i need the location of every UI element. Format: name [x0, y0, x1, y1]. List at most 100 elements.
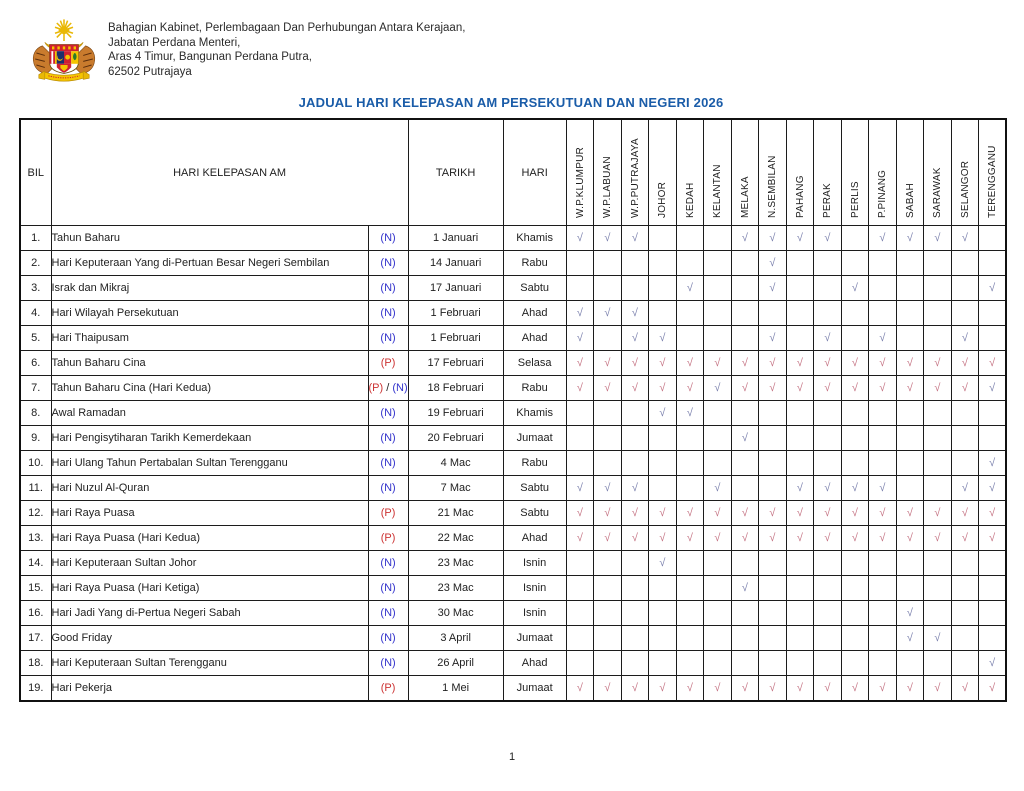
- check-icon: √: [769, 257, 776, 269]
- state-cell: [758, 600, 787, 626]
- bil-cell: 14.: [19, 550, 52, 576]
- state-label: KEDAH: [684, 182, 696, 218]
- col-header-state-sabah: SABAH: [895, 118, 925, 226]
- state-cell: √: [703, 350, 732, 376]
- state-cell: [840, 600, 870, 626]
- state-cell: [950, 575, 980, 601]
- state-cell: [813, 300, 842, 326]
- state-cell: [868, 250, 897, 276]
- check-icon: √: [824, 482, 831, 494]
- check-icon: √: [769, 682, 776, 694]
- state-cell: √: [895, 375, 925, 401]
- check-icon: √: [604, 682, 611, 694]
- check-icon: √: [769, 232, 776, 244]
- marker-n: (N): [380, 332, 396, 344]
- check-icon: √: [714, 507, 721, 519]
- check-icon: √: [631, 382, 638, 394]
- day-cell: Sabtu: [502, 475, 567, 501]
- state-cell: √: [648, 350, 677, 376]
- state-cell: [950, 625, 980, 651]
- state-cell: √: [703, 675, 732, 702]
- check-icon: √: [686, 507, 693, 519]
- state-cell: √: [868, 325, 897, 351]
- address-line: Bahagian Kabinet, Perlembagaan Dan Perhu…: [108, 22, 466, 34]
- state-cell: [593, 400, 622, 426]
- state-cell: √: [813, 500, 842, 526]
- state-cell: [675, 600, 705, 626]
- check-icon: √: [604, 307, 611, 319]
- marker-cell: (N): [367, 325, 409, 351]
- state-cell: [868, 425, 897, 451]
- state-label: SELANGOR: [959, 160, 971, 218]
- state-cell: √: [813, 225, 842, 251]
- date-cell: 1 Februari: [407, 325, 504, 351]
- state-cell: √: [758, 275, 787, 301]
- state-cell: √: [840, 275, 870, 301]
- state-cell: [648, 300, 677, 326]
- check-icon: √: [769, 282, 776, 294]
- malaysia-coat-of-arms-logo: [32, 19, 96, 82]
- check-icon: √: [934, 632, 941, 644]
- state-cell: √: [758, 525, 787, 551]
- check-icon: √: [824, 532, 831, 544]
- state-cell: √: [648, 675, 677, 702]
- check-icon: √: [961, 482, 968, 494]
- marker-n: (N): [380, 407, 396, 419]
- state-cell: √: [620, 300, 650, 326]
- marker-cell: (N): [367, 575, 409, 601]
- check-icon: √: [604, 532, 611, 544]
- holiday-table: BIL HARI KELEPASAN AM TARIKH HARI W.P.KL…: [19, 118, 1008, 702]
- col-header-state-sarawak: SARAWAK: [923, 118, 952, 226]
- check-icon: √: [741, 682, 748, 694]
- day-cell: Rabu: [502, 250, 567, 276]
- table-row: 4. Hari Wilayah Persekutuan (N) 1 Februari A…: [19, 300, 1007, 326]
- check-icon: √: [934, 357, 941, 369]
- state-cell: √: [758, 375, 787, 401]
- holiday-name-cell: Hari Keputeraan Yang di-Pertuan Besar Ne…: [50, 250, 369, 276]
- state-cell: √: [593, 350, 622, 376]
- state-cell: [758, 450, 787, 476]
- col-header-state-p-pinang: P.PINANG: [868, 118, 897, 226]
- state-cell: √: [648, 325, 677, 351]
- state-cell: [593, 650, 622, 676]
- state-cell: √: [675, 350, 705, 376]
- check-icon: √: [879, 507, 886, 519]
- bil-cell: 13.: [19, 525, 52, 551]
- state-cell: √: [950, 475, 980, 501]
- check-icon: √: [686, 407, 693, 419]
- state-cell: √: [868, 500, 897, 526]
- state-cell: √: [565, 500, 595, 526]
- check-icon: √: [934, 382, 941, 394]
- marker-cell: (N): [367, 225, 409, 251]
- check-icon: √: [989, 282, 996, 294]
- bil-cell: 10.: [19, 450, 52, 476]
- check-icon: √: [796, 357, 803, 369]
- state-cell: √: [785, 475, 815, 501]
- day-cell: Ahad: [502, 650, 567, 676]
- marker-n: (N): [380, 232, 396, 244]
- check-icon: √: [989, 532, 996, 544]
- marker-n: (N): [380, 582, 396, 594]
- table-row: 11. Hari Nuzul Al-Quran (N) 7 Mac Sabtu √ √ √ √ √…: [19, 475, 1007, 501]
- state-cell: √: [813, 675, 842, 702]
- state-cell: √: [703, 500, 732, 526]
- marker-cell: (N): [367, 650, 409, 676]
- marker-cell: (N): [367, 625, 409, 651]
- state-cell: [923, 300, 952, 326]
- state-cell: [620, 450, 650, 476]
- state-cell: [703, 400, 732, 426]
- check-icon: √: [659, 357, 666, 369]
- marker-n: (N): [392, 382, 408, 394]
- state-cell: √: [895, 225, 925, 251]
- state-cell: [950, 400, 980, 426]
- marker-n: (N): [380, 657, 396, 669]
- state-cell: √: [620, 475, 650, 501]
- state-cell: √: [785, 225, 815, 251]
- state-cell: [758, 625, 787, 651]
- holiday-name-cell: Good Friday: [50, 625, 369, 651]
- holiday-name-cell: Hari Thaipusam: [50, 325, 369, 351]
- state-cell: [840, 625, 870, 651]
- state-cell: √: [703, 525, 732, 551]
- state-label: W.P.LABUAN: [602, 156, 614, 218]
- state-cell: √: [620, 375, 650, 401]
